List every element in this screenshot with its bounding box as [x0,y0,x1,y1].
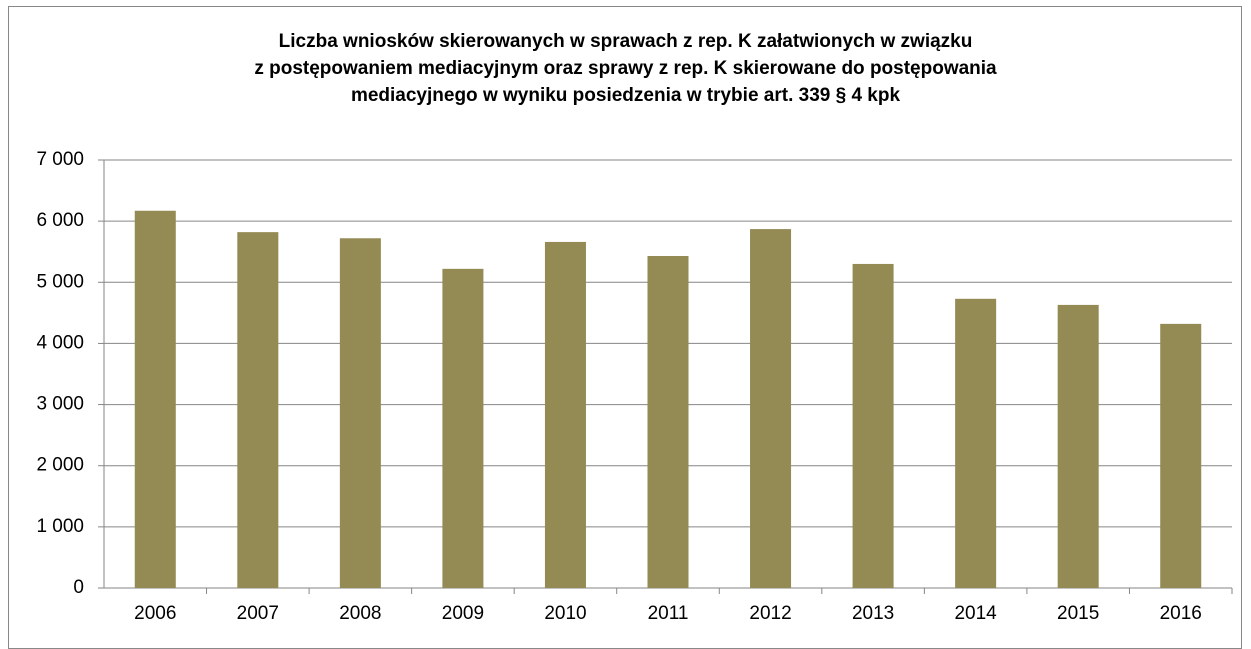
bar [1160,323,1202,588]
bar [237,232,279,589]
x-tick-label: 2008 [339,603,381,624]
bar [339,238,381,588]
x-tick-label: 2006 [134,603,176,624]
bar [955,298,997,588]
bar [134,210,176,588]
y-tick-label: 3 000 [36,394,84,415]
bar [852,263,894,588]
bar [647,255,689,588]
y-tick-label: 7 000 [36,149,84,170]
x-tick-label: 2016 [1160,603,1202,624]
x-tick-label: 2009 [442,603,484,624]
chart-frame [8,6,1242,649]
x-tick-label: 2014 [954,603,997,624]
y-tick-label: 1 000 [36,516,84,537]
x-tick-label: 2007 [237,603,279,624]
bar [544,241,586,588]
chart-title: Liczba wniosków skierowanych w sprawach … [254,31,997,106]
y-tick-label: 2 000 [36,455,84,476]
x-tick-label: 2010 [544,603,586,624]
x-tick-label: 2013 [852,603,894,624]
y-tick-label: 0 [73,577,84,598]
y-tick-label: 6 000 [36,210,84,231]
bar [442,268,484,588]
x-tick-label: 2011 [648,603,689,624]
x-tick-label: 2015 [1057,603,1099,624]
x-tick-label: 2012 [749,603,791,624]
y-tick-label: 5 000 [36,271,84,292]
bar [1057,304,1099,588]
bar [750,229,792,588]
y-tick-label: 4 000 [36,332,84,353]
